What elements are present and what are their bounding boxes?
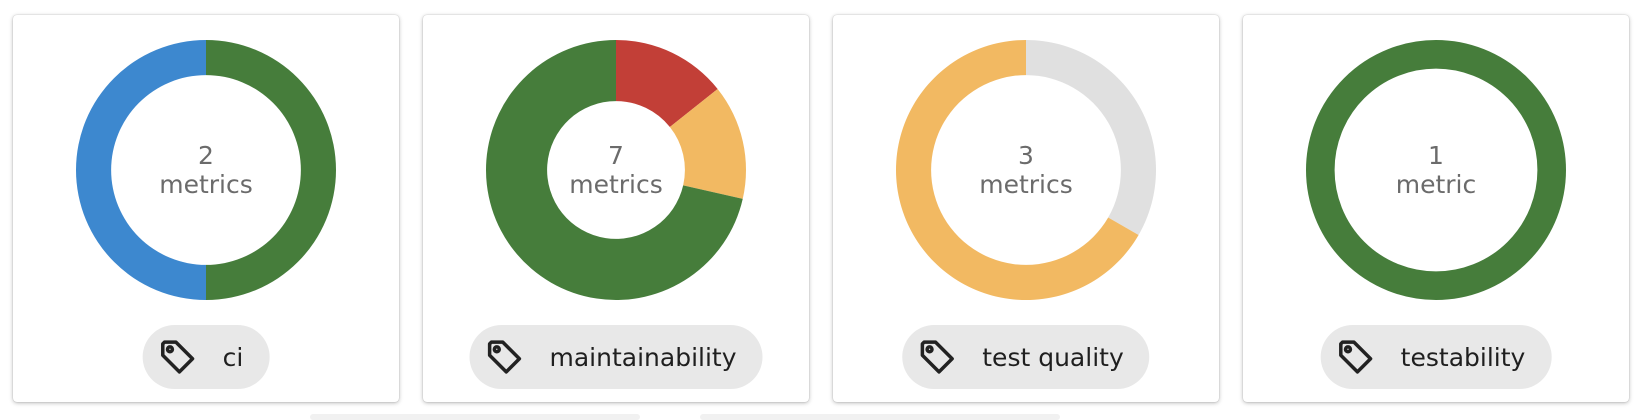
donut-svg: [896, 40, 1156, 300]
donut-segment-yellow[interactable]: [669, 88, 746, 199]
tag-chip-maintainability[interactable]: maintainability: [469, 325, 763, 389]
next-row-card-edge: [700, 414, 1060, 420]
tag-label: ci: [222, 342, 244, 372]
donut-chart[interactable]: 1 metric: [1296, 30, 1576, 310]
tag-icon: [1339, 340, 1373, 374]
tag-card-ci[interactable]: 2 metrics ci: [13, 15, 399, 402]
donut-chart[interactable]: 2 metrics: [66, 30, 346, 310]
tag-card-maintainability[interactable]: 7 metrics maintainability: [423, 15, 809, 402]
donut-segment-green[interactable]: [1306, 40, 1566, 300]
tag-label: test quality: [982, 342, 1124, 372]
tag-chip-ci[interactable]: ci: [142, 325, 270, 389]
tag-icon: [920, 340, 954, 374]
donut-segment-green[interactable]: [486, 40, 743, 300]
donut-segment-green[interactable]: [206, 40, 336, 300]
donut-chart[interactable]: 3 metrics: [886, 30, 1166, 310]
tag-label: testability: [1400, 342, 1526, 372]
donut-chart[interactable]: 7 metrics: [476, 30, 756, 310]
tag-chip-test-quality[interactable]: test quality: [902, 325, 1150, 389]
donut-segment-grey[interactable]: [1026, 40, 1156, 235]
tag-label: maintainability: [549, 342, 737, 372]
tag-card-test-quality[interactable]: 3 metrics test quality: [833, 15, 1219, 402]
donut-segment-yellow[interactable]: [896, 40, 1139, 300]
next-row-card-edge: [310, 414, 640, 420]
tag-icon: [161, 340, 195, 374]
donut-svg: [1306, 40, 1566, 300]
donut-segment-blue[interactable]: [76, 40, 206, 300]
tag-chip-testability[interactable]: testability: [1320, 325, 1552, 389]
tag-icon: [487, 340, 522, 374]
donut-svg: [486, 40, 746, 300]
donut-segment-red[interactable]: [616, 40, 718, 128]
donut-svg: [76, 40, 336, 300]
tag-card-testability[interactable]: 1 metric testability: [1243, 15, 1629, 402]
